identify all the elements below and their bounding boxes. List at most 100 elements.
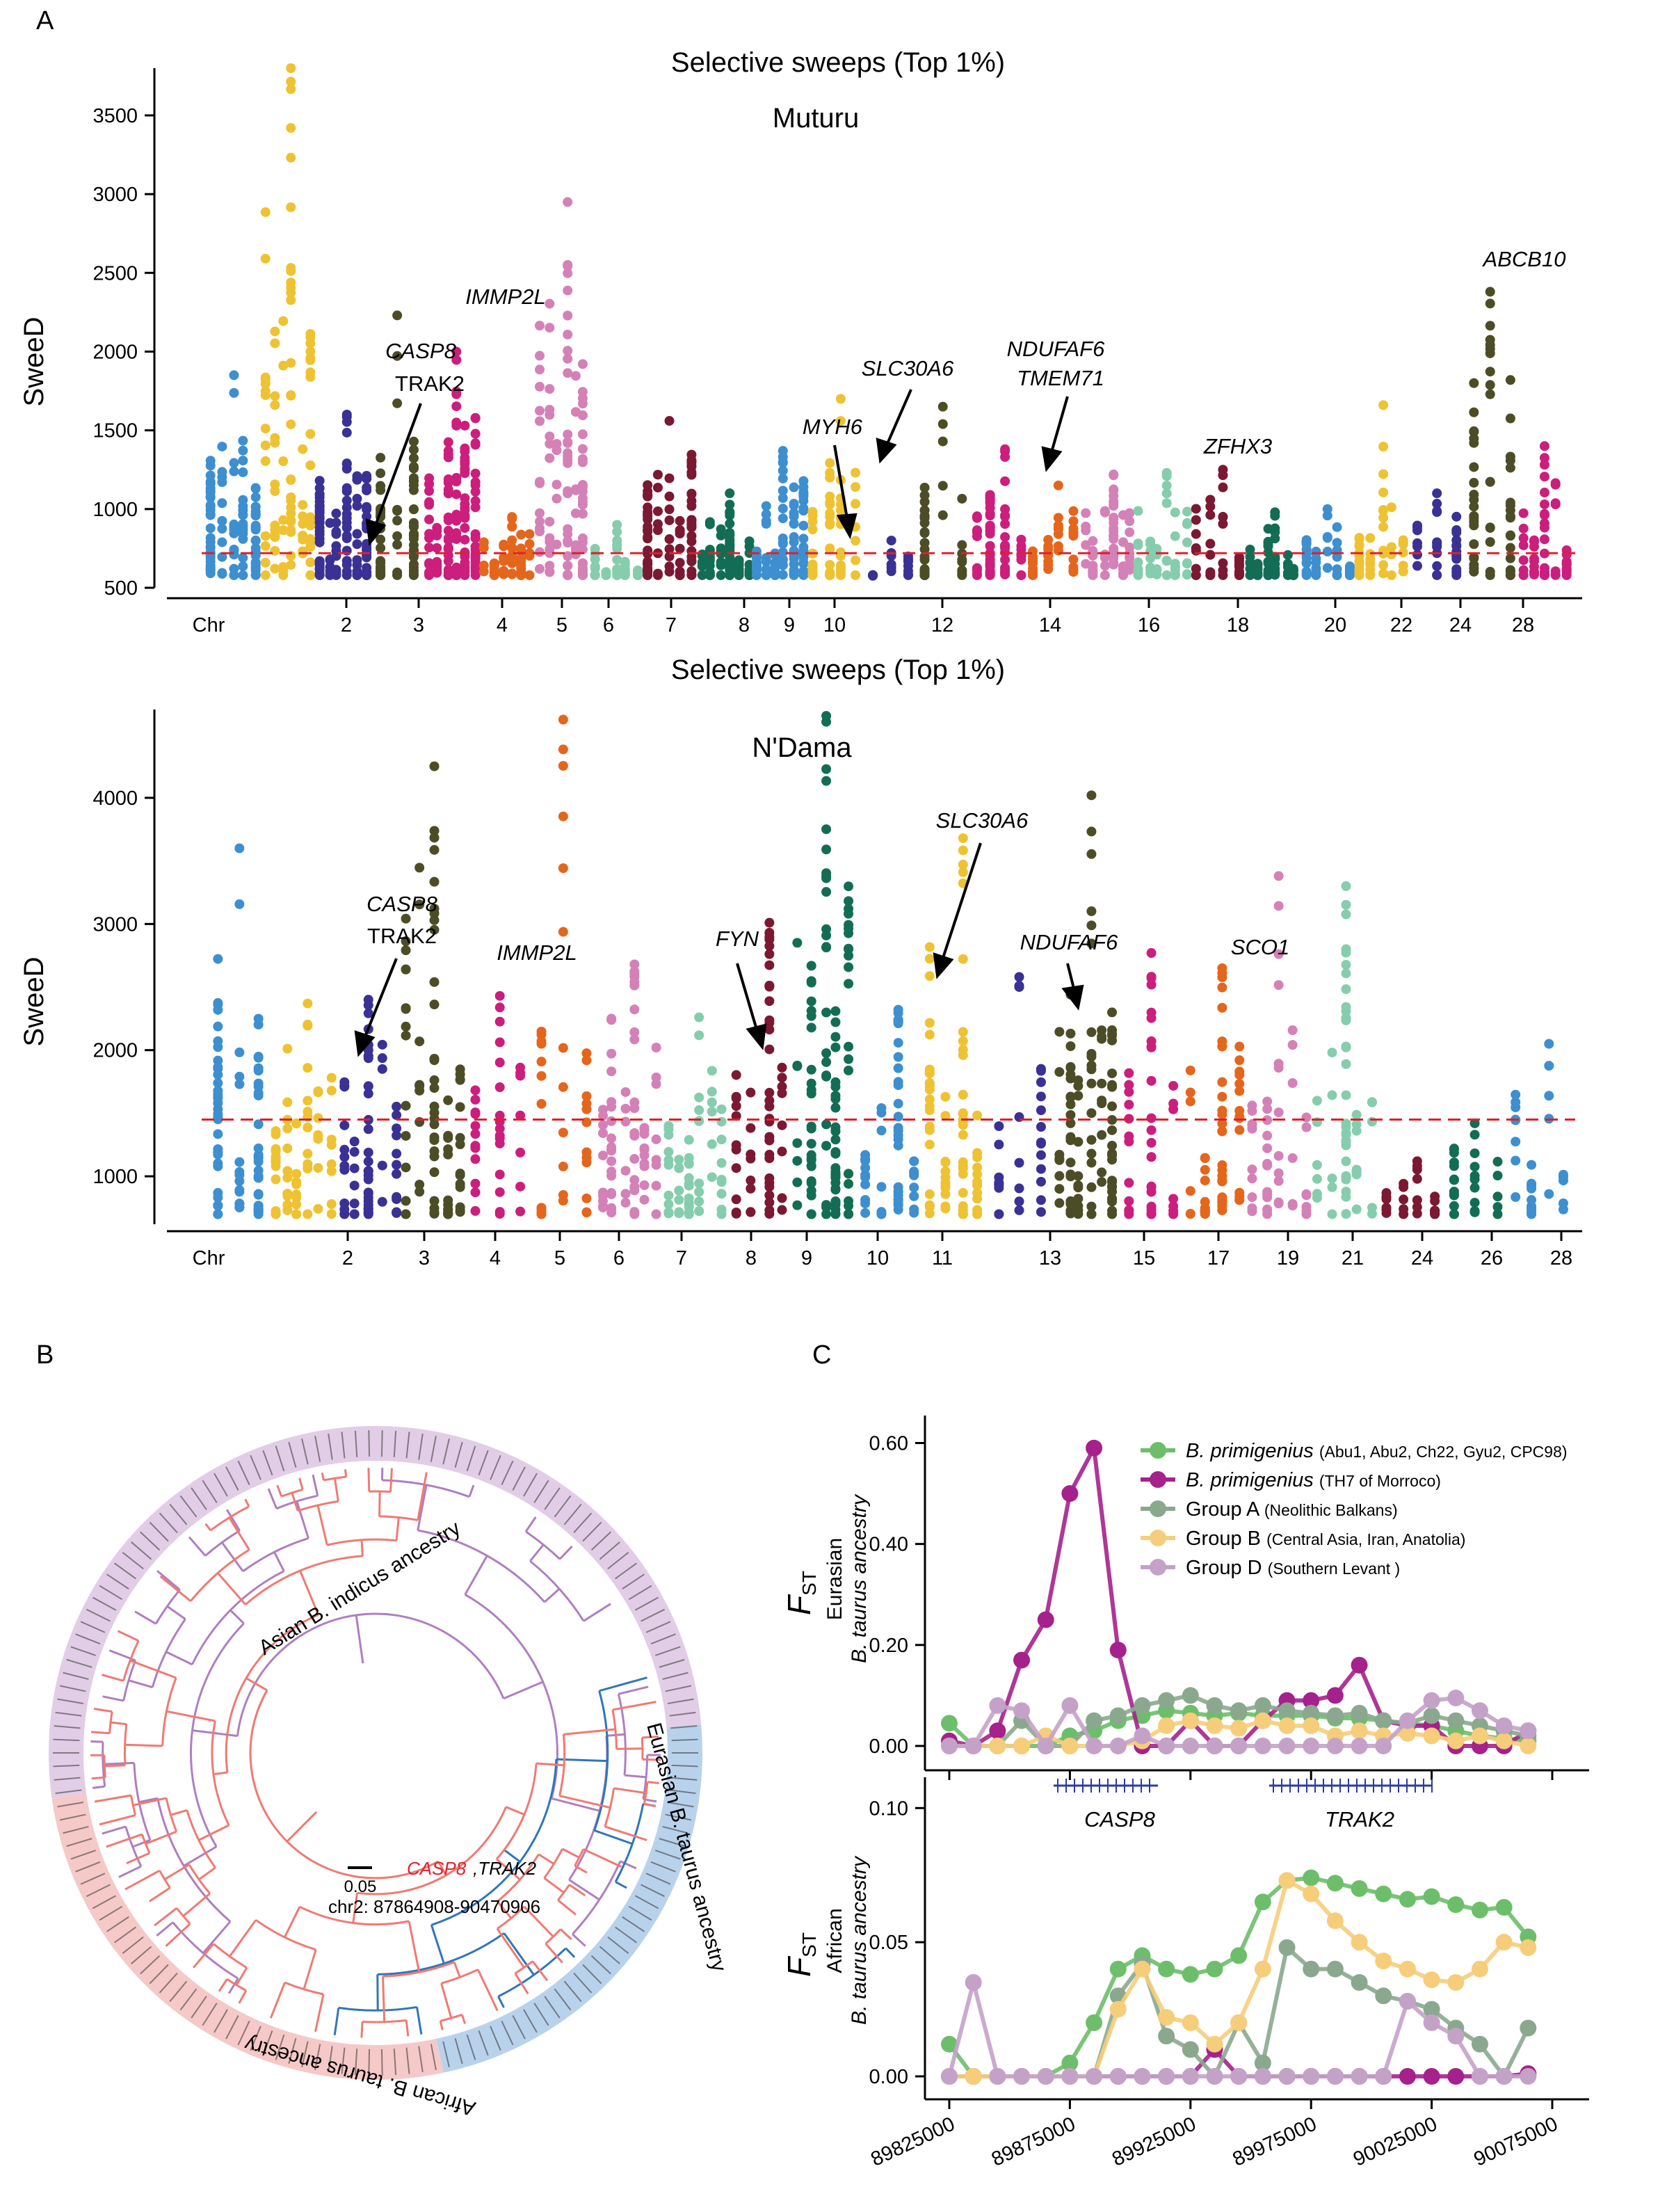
fst-point — [1447, 1896, 1465, 1914]
gene-trak2: TRAK2 — [367, 924, 437, 948]
snp-point — [731, 1163, 741, 1173]
fst-point — [1471, 1702, 1488, 1720]
branch — [170, 1809, 188, 1816]
snp-point — [1065, 1109, 1076, 1120]
snp-point — [1539, 567, 1549, 577]
sample-label-mark — [670, 1725, 698, 1729]
sample-label-mark — [599, 1946, 620, 1964]
snp-point — [534, 381, 545, 392]
fst-point — [1230, 2014, 1248, 2031]
snp-point — [376, 468, 386, 479]
branch — [303, 1949, 317, 1990]
snp-point — [707, 1139, 717, 1149]
snp-point — [777, 1205, 787, 1215]
snp-point — [581, 1147, 592, 1157]
gene-casp8: CASP8 — [385, 339, 456, 363]
x-tick-label: 7 — [666, 614, 677, 636]
snp-point — [972, 1162, 983, 1173]
fst-point — [1061, 2054, 1079, 2071]
snp-point — [893, 1063, 903, 1073]
snp-point — [352, 501, 362, 511]
branch — [118, 1865, 142, 1878]
branch-arc — [529, 1560, 585, 1622]
snp-point — [707, 1087, 717, 1097]
snp-point — [217, 472, 227, 482]
fst-point — [1158, 1717, 1175, 1734]
branch — [91, 1776, 106, 1780]
x-tick-label: 11 — [932, 1247, 953, 1269]
snp-point — [286, 390, 296, 400]
fst-ylabel-line2: B. taurus ancestry — [848, 1855, 871, 2025]
snp-point — [1398, 566, 1408, 577]
fst-point — [1423, 1707, 1440, 1724]
fst-point — [1061, 1485, 1079, 1502]
ancestry-ring — [49, 1426, 702, 2081]
fst-point — [989, 1722, 1006, 1740]
snp-point — [238, 552, 248, 563]
snp-point — [1068, 523, 1079, 534]
snp-point — [844, 1041, 854, 1052]
branch-arc — [175, 1907, 191, 1925]
snp-point — [1107, 1082, 1118, 1092]
snp-point — [341, 483, 352, 493]
snp-point — [331, 508, 341, 519]
snp-point — [271, 1157, 281, 1167]
snp-point — [821, 868, 832, 879]
fst-point — [1037, 1611, 1054, 1628]
snp-point — [643, 558, 653, 568]
snp-point — [271, 1144, 281, 1155]
snp-point — [778, 570, 788, 580]
sample-label-mark — [140, 1955, 161, 1975]
snp-point — [451, 355, 462, 365]
snp-point — [536, 1026, 547, 1036]
snp-point — [1273, 980, 1284, 991]
snp-point — [777, 1146, 787, 1157]
snp-point — [1218, 565, 1228, 575]
snp-point — [376, 452, 386, 463]
snp-point — [1146, 948, 1157, 959]
snp-point — [250, 535, 261, 545]
snp-point — [229, 458, 239, 468]
x-tick-label: 18 — [1227, 614, 1249, 636]
snp-point — [1109, 470, 1119, 480]
snp-point — [1000, 519, 1010, 529]
snp-point — [1354, 556, 1364, 566]
snp-point — [778, 513, 788, 524]
snp-point — [1505, 553, 1515, 563]
snp-point — [408, 529, 419, 540]
snp-point — [581, 1104, 592, 1114]
sample-label-mark — [92, 1895, 117, 1909]
fst-point — [1254, 1712, 1271, 1729]
snp-point — [563, 538, 573, 548]
branch — [430, 1924, 445, 1964]
fst-point — [1495, 2068, 1513, 2085]
fst-point — [1109, 2001, 1127, 2018]
fst-point — [1471, 1727, 1488, 1745]
snp-point — [598, 1120, 609, 1130]
snp-point — [1341, 968, 1351, 979]
snp-point — [1386, 570, 1396, 580]
sample-label-mark — [202, 1480, 218, 1503]
snp-point — [1217, 1194, 1227, 1204]
snp-point — [1185, 1209, 1195, 1219]
snp-point — [1152, 543, 1162, 554]
sample-label-mark — [418, 2046, 424, 2073]
sample-label-mark — [99, 1585, 123, 1601]
snp-point — [716, 1157, 727, 1168]
snp-point — [229, 387, 239, 398]
gene-track-label: TRAK2 — [1325, 1807, 1394, 1832]
fst-point — [1399, 1960, 1416, 1978]
branch — [228, 1516, 250, 1550]
snp-point — [443, 1195, 453, 1205]
snp-point — [1086, 1064, 1097, 1075]
snp-point — [1412, 1173, 1422, 1184]
snp-point — [792, 1138, 803, 1148]
snp-point — [1539, 510, 1549, 520]
x-tick-label: 5 — [556, 614, 567, 636]
sample-label-mark — [53, 1764, 80, 1768]
snp-point — [286, 77, 296, 87]
snp-point — [1312, 1160, 1322, 1170]
snp-point — [286, 560, 296, 570]
snp-point — [551, 479, 562, 490]
x-tick-label: 13 — [1039, 1247, 1061, 1269]
